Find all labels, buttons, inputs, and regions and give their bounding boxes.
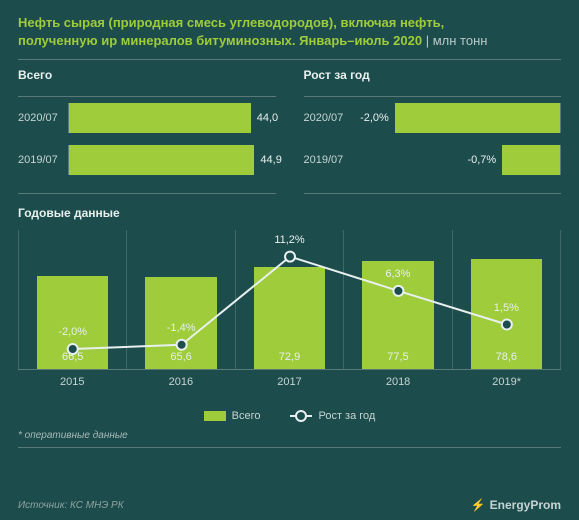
vbar-value: 77,5 <box>362 351 433 363</box>
brand: ⚡ EnergyProm <box>471 498 561 512</box>
footer: Источник: КС МНЭ РК ⚡ EnergyProm <box>18 498 561 512</box>
legend: Всего Рост за год <box>18 410 561 422</box>
hbar-track: -2,0% <box>354 103 562 133</box>
chart-card: Нефть сырая (природная смесь углеводород… <box>0 0 579 520</box>
title-line1: Нефть сырая (природная смесь углеводород… <box>18 15 444 30</box>
hbar-value: -0,7% <box>467 154 502 166</box>
hbar-track: 44,0 <box>68 103 276 133</box>
vbar: 78,6 <box>471 259 542 369</box>
total-chart-title: Всего <box>18 68 276 82</box>
line-value: 6,3% <box>344 268 451 280</box>
legend-bar-label: Всего <box>232 410 261 422</box>
vbar-value: 65,6 <box>145 351 216 363</box>
vbar: 72,9 <box>254 267 325 369</box>
hbar-track: -0,7% <box>354 145 562 175</box>
yearly-chart: 66,5 -2,0% 65,6 -1,4% 72,9 11,2% 77,5 6,3% 78,6 1… <box>18 230 561 400</box>
growth-chart-plot: 2020/07 -2,0% 2019/07 -0,7% <box>304 96 562 194</box>
legend-line-marker <box>290 415 312 417</box>
hbar-row: 2020/0744,0 <box>18 103 276 133</box>
bolt-icon: ⚡ <box>471 498 486 512</box>
x-axis-labels: 20152016201720182019* <box>18 376 561 388</box>
total-chart-plot: 2020/0744,02019/0744,9 <box>18 96 276 194</box>
combo-col: 66,5 -2,0% <box>18 230 127 369</box>
chart-title: Нефть сырая (природная смесь углеводород… <box>18 14 561 49</box>
vbar-value: 66,5 <box>37 351 108 363</box>
combo-col: 72,9 11,2% <box>236 230 344 369</box>
vbar-value: 72,9 <box>254 351 325 363</box>
hbar-label: 2019/07 <box>304 154 354 166</box>
combo-col: 77,5 6,3% <box>344 230 452 369</box>
hbar-value: 44,0 <box>251 112 278 124</box>
legend-line: Рост за год <box>290 410 375 422</box>
legend-bar-swatch <box>204 411 226 421</box>
source-label: Источник: КС МНЭ РК <box>18 500 124 511</box>
vbar: 66,5 <box>37 276 108 369</box>
hbar-label: 2020/07 <box>304 112 354 124</box>
total-chart: Всего 2020/0744,02019/0744,9 <box>18 68 276 194</box>
footer-divider <box>18 447 561 448</box>
footnote: * оперативные данные <box>18 430 561 441</box>
divider <box>18 59 561 60</box>
hbar: -2,0% <box>395 103 560 133</box>
legend-bar: Всего <box>204 410 261 422</box>
x-label: 2017 <box>235 376 344 388</box>
title-line2: полученную ир минералов битуминозных. Ян… <box>18 33 422 48</box>
title-sep: | <box>426 33 433 48</box>
top-charts-row: Всего 2020/0744,02019/0744,9 Рост за год… <box>18 68 561 194</box>
hbar: 44,9 <box>69 145 254 175</box>
hbar-row: 2019/07 -0,7% <box>304 145 562 175</box>
x-label: 2018 <box>344 376 453 388</box>
line-value: -1,4% <box>127 322 234 334</box>
yearly-title: Годовые данные <box>18 206 561 220</box>
vbar-value: 78,6 <box>471 351 542 363</box>
hbar-row: 2020/07 -2,0% <box>304 103 562 133</box>
combo-col: 78,6 1,5% <box>453 230 561 369</box>
hbar-label: 2019/07 <box>18 154 68 166</box>
hbar-value: 44,9 <box>254 154 281 166</box>
line-value: -2,0% <box>19 326 126 338</box>
hbar-label: 2020/07 <box>18 112 68 124</box>
hbar-row: 2019/0744,9 <box>18 145 276 175</box>
line-value: 1,5% <box>453 302 560 314</box>
combo-col: 65,6 -1,4% <box>127 230 235 369</box>
hbar: 44,0 <box>69 103 251 133</box>
hbar-track: 44,9 <box>68 145 276 175</box>
x-label: 2019* <box>452 376 561 388</box>
growth-chart-title: Рост за год <box>304 68 562 82</box>
x-label: 2015 <box>18 376 127 388</box>
hbar: -0,7% <box>502 145 560 175</box>
x-label: 2016 <box>127 376 236 388</box>
hbar-value: -2,0% <box>360 112 395 124</box>
growth-chart: Рост за год 2020/07 -2,0% 2019/07 -0,7% <box>304 68 562 194</box>
yearly-plot: 66,5 -2,0% 65,6 -1,4% 72,9 11,2% 77,5 6,3% 78,6 1… <box>18 230 561 370</box>
line-value: 11,2% <box>236 234 343 246</box>
legend-line-label: Рост за год <box>318 410 375 422</box>
brand-text: EnergyProm <box>490 498 561 512</box>
title-unit: млн тонн <box>433 33 488 48</box>
